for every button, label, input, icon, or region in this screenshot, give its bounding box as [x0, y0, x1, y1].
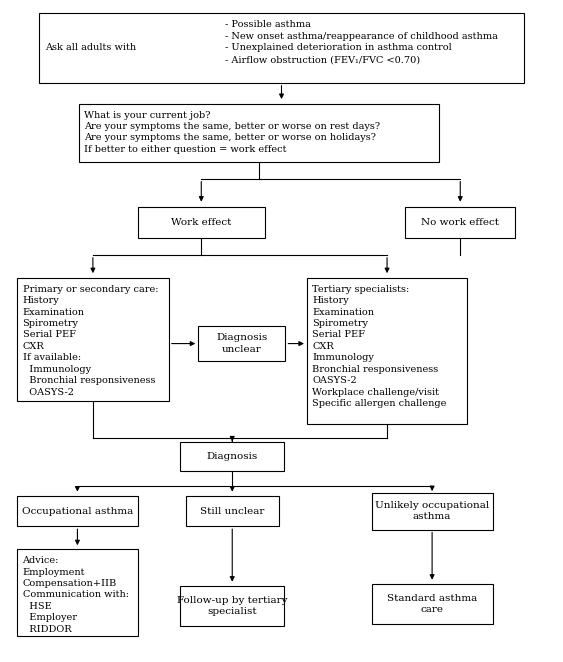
FancyBboxPatch shape	[17, 278, 169, 401]
Text: Follow-up by tertiary
specialist: Follow-up by tertiary specialist	[177, 596, 288, 616]
FancyBboxPatch shape	[39, 13, 524, 83]
FancyBboxPatch shape	[138, 207, 265, 238]
Text: What is your current job?
Are your symptoms the same, better or worse on rest da: What is your current job? Are your sympt…	[84, 111, 381, 154]
Text: Advice:
Employment
Compensation+IIB
Communication with:
  HSE
  Employer
  RIDDO: Advice: Employment Compensation+IIB Comm…	[23, 556, 128, 634]
Text: Diagnosis
unclear: Diagnosis unclear	[216, 334, 267, 354]
FancyBboxPatch shape	[180, 586, 284, 626]
FancyBboxPatch shape	[186, 496, 279, 526]
Text: Standard asthma
care: Standard asthma care	[387, 594, 477, 614]
Text: Unlikely occupational
asthma: Unlikely occupational asthma	[375, 501, 489, 521]
FancyBboxPatch shape	[198, 326, 285, 361]
FancyBboxPatch shape	[405, 207, 515, 238]
FancyBboxPatch shape	[180, 442, 284, 471]
FancyBboxPatch shape	[372, 493, 493, 530]
Text: Ask all adults with: Ask all adults with	[45, 44, 136, 52]
Text: No work effect: No work effect	[421, 218, 499, 227]
FancyBboxPatch shape	[17, 496, 138, 526]
Text: Diagnosis: Diagnosis	[207, 452, 258, 461]
Text: Work effect: Work effect	[171, 218, 231, 227]
FancyBboxPatch shape	[17, 549, 138, 636]
FancyBboxPatch shape	[307, 278, 467, 424]
FancyBboxPatch shape	[372, 584, 493, 624]
Text: Still unclear: Still unclear	[200, 506, 265, 516]
Text: Primary or secondary care:
History
Examination
Spirometry
Serial PEF
CXR
If avai: Primary or secondary care: History Exami…	[23, 285, 158, 397]
Text: Tertiary specialists:
History
Examination
Spirometry
Serial PEF
CXR
Immunology
B: Tertiary specialists: History Examinatio…	[312, 285, 447, 408]
FancyBboxPatch shape	[79, 104, 439, 162]
Text: - Possible asthma
- New onset asthma/reappearance of childhood asthma
- Unexplai: - Possible asthma - New onset asthma/rea…	[225, 20, 498, 64]
Text: Occupational asthma: Occupational asthma	[22, 506, 133, 516]
